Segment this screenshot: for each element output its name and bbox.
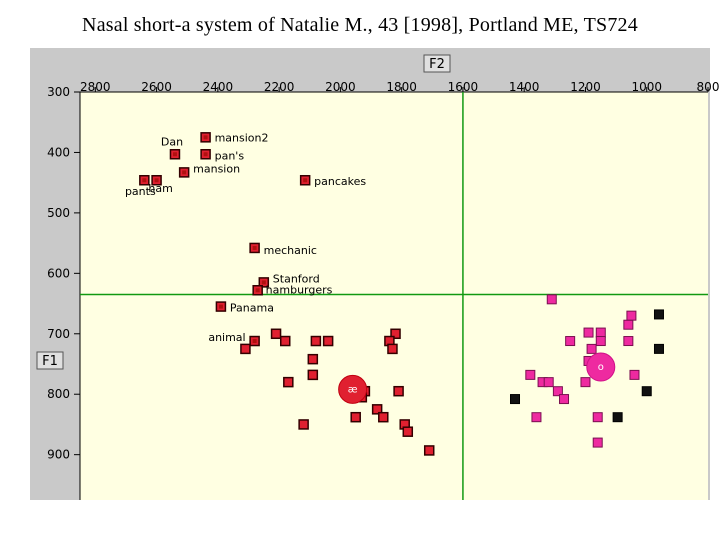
point-label: ham (148, 182, 172, 195)
point-dark (653, 309, 664, 320)
point-nasal (307, 369, 319, 381)
point-label: animal (208, 331, 245, 344)
point-oral (592, 437, 603, 448)
x-axis-name: F2 (423, 54, 451, 73)
data-points (139, 132, 664, 456)
reference-lines (80, 92, 708, 500)
point-oral (559, 394, 570, 405)
point-oral (629, 369, 640, 380)
point-inner (203, 152, 208, 157)
point-label: Stanford (273, 272, 320, 285)
point-dark (612, 412, 623, 423)
point-nasal (393, 385, 404, 397)
point-oral (525, 369, 536, 380)
point-inner (255, 288, 260, 293)
x-tick-label: 2400 (203, 80, 234, 94)
point-oral (583, 327, 594, 338)
point-inner (172, 152, 177, 157)
point-oral (580, 377, 591, 388)
y-tick-label: 400 (47, 145, 70, 159)
point-label: mansion (193, 162, 240, 175)
y-tick-label: 500 (47, 206, 70, 220)
point-label: Dan (161, 135, 183, 148)
x-tick-label: 2800 (80, 80, 111, 94)
point-inner (154, 178, 159, 183)
point-oral (623, 336, 634, 347)
point-nasal (423, 445, 435, 456)
point-nasal (387, 343, 398, 355)
point-nasal (402, 426, 414, 437)
y-tick-label: 300 (47, 85, 70, 99)
mean-nasal (338, 374, 368, 404)
point-label: pan's (215, 149, 245, 162)
point-dark (653, 343, 664, 354)
point-inner (218, 304, 223, 309)
point-nasal (350, 411, 361, 423)
point-inner (252, 245, 257, 250)
point-nasal (279, 335, 291, 347)
mean-oral (586, 352, 616, 382)
x-tick-label: 1200 (570, 80, 601, 94)
point-inner (303, 178, 308, 183)
point-nasal (240, 343, 251, 355)
x-tick-label: 1600 (448, 80, 479, 94)
point-oral (552, 386, 563, 397)
point-inner (142, 178, 147, 183)
point-dark (510, 394, 521, 405)
point-label: mansion2 (215, 131, 269, 144)
point-oral (565, 336, 576, 347)
point-dark (641, 386, 652, 397)
point-label: mechanic (264, 244, 317, 257)
point-inner (252, 339, 257, 344)
point-nasal (283, 376, 294, 388)
point-label: pants (125, 185, 156, 198)
point-oral (595, 327, 606, 338)
y-axis-label: F1 (42, 354, 58, 369)
point-oral (531, 412, 542, 423)
mean-symbol: æ (348, 384, 358, 395)
chart-title: Nasal short-a system of Natalie M., 43 [… (82, 14, 638, 36)
x-tick-label: 800 (697, 80, 720, 94)
point-label: Panama (230, 302, 274, 315)
mean-symbol: o (598, 362, 604, 373)
point-nasal (298, 419, 309, 430)
point-oral (592, 412, 603, 423)
point-nasal (270, 328, 282, 340)
x-tick-label: 1800 (386, 80, 417, 94)
point-inner (182, 170, 187, 175)
point-nasal (378, 411, 389, 423)
plot-area (80, 92, 708, 500)
point-label: hamburgers (266, 283, 333, 296)
x-tick-label: 2000 (325, 80, 356, 94)
y-tick-label: 900 (47, 448, 70, 462)
point-inner (261, 280, 266, 285)
x-tick-label: 2600 (141, 80, 172, 94)
point-nasal (307, 353, 319, 365)
point-nasal (390, 328, 401, 340)
point-oral (626, 310, 637, 321)
x-tick-label: 2200 (264, 80, 295, 94)
x-tick-label: 1000 (631, 80, 662, 94)
x-tick-label: 1400 (509, 80, 540, 94)
point-label: pancakes (314, 175, 366, 188)
point-nasal (371, 404, 383, 415)
point-nasal (310, 335, 322, 347)
point-oral (546, 294, 557, 305)
point-oral (543, 377, 554, 388)
x-axis-label: F2 (429, 57, 445, 72)
point-oral (586, 343, 597, 354)
point-oral (623, 319, 634, 330)
point-nasal (322, 335, 334, 347)
y-tick-label: 700 (47, 327, 70, 341)
axis-ticks: 2800 2600 2400 2200 2000 1800 1600 1400 1200 1000… (47, 80, 719, 462)
y-tick-label: 800 (47, 387, 70, 401)
y-axis-name: F1 (36, 351, 64, 370)
point-inner (203, 135, 208, 140)
point-oral (595, 336, 606, 347)
y-tick-label: 600 (47, 266, 70, 280)
